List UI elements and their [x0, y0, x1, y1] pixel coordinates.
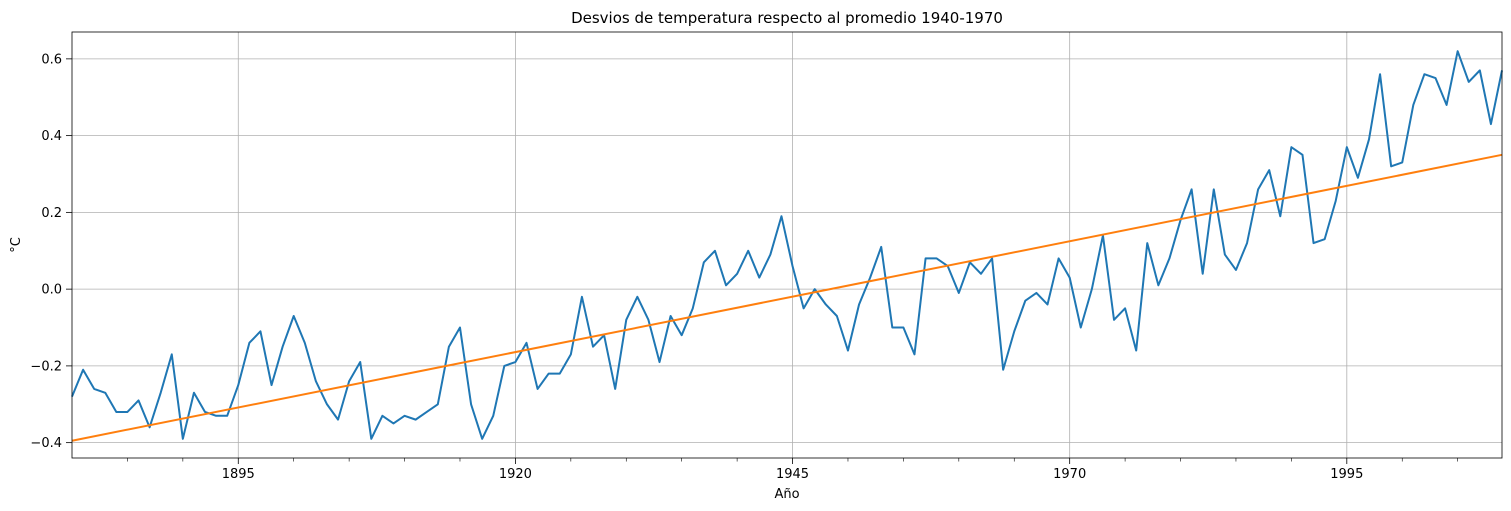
- grid-lines: [72, 32, 1502, 458]
- x-tick-label: 1970: [1053, 467, 1086, 482]
- y-tick-label: 0.4: [41, 129, 62, 144]
- y-axis-ticks: −0.4 −0.2 0.0 0.2 0.4 0.6: [30, 52, 72, 451]
- plot-frame: [71, 31, 1503, 459]
- series-layer: [71, 50, 1503, 442]
- x-tick-label: 1995: [1330, 467, 1363, 482]
- x-tick-label: 1895: [222, 467, 255, 482]
- y-tick-label: 0.2: [41, 206, 62, 221]
- y-axis-label: °C: [9, 237, 24, 253]
- x-tick-label: 1920: [499, 467, 532, 482]
- x-tick-label: 1945: [776, 467, 809, 482]
- x-axis-ticks: 1895 1920 1945 1970 1995: [127, 458, 1458, 482]
- temperature-anomaly-line: [71, 50, 1503, 440]
- y-tick-label: 0.0: [41, 283, 62, 298]
- y-tick-label: 0.6: [41, 52, 62, 67]
- x-axis-label: Año: [774, 487, 799, 502]
- trend-line: [71, 153, 1503, 442]
- y-tick-label: −0.4: [30, 436, 62, 451]
- chart-title: Desvios de temperatura respecto al prome…: [571, 9, 1003, 27]
- y-tick-label: −0.2: [30, 359, 62, 374]
